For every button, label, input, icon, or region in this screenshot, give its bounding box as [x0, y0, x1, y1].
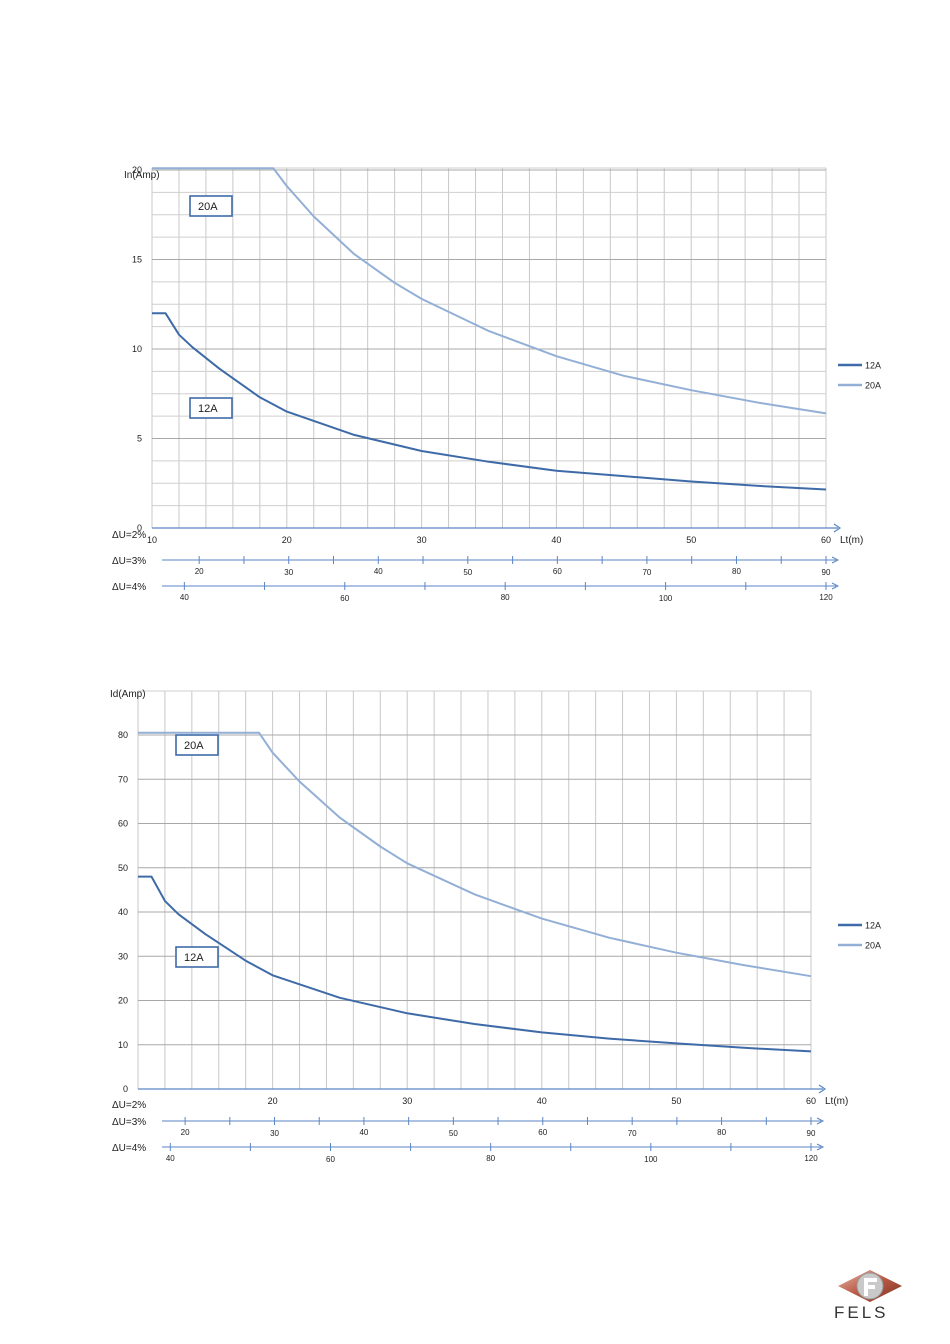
- delta-u-label: ΔU=4%: [112, 1143, 146, 1154]
- x-tick-label: 40: [551, 535, 561, 545]
- y-tick-label: 30: [118, 951, 128, 961]
- y-tick-label: 0: [137, 523, 142, 533]
- y-tick-label: 60: [118, 819, 128, 829]
- x-tick-label: 60: [821, 535, 831, 545]
- delta-u-tick-label: 120: [819, 593, 833, 602]
- delta-u-tick-label: 60: [553, 567, 562, 576]
- delta-u-tick-label: 30: [270, 1129, 279, 1138]
- x-axis-label: Lt(m): [825, 1096, 848, 1107]
- y-tick-label: 10: [118, 1040, 128, 1050]
- legend-label-12a: 12A: [865, 921, 881, 931]
- series-box-12a: [175, 946, 219, 968]
- series-box-20a: [175, 734, 219, 756]
- delta-u-label: ΔU=4%: [112, 582, 146, 593]
- delta-u-axis-arrow: [816, 1117, 825, 1125]
- delta-u-tick-label: 30: [284, 568, 293, 577]
- series-box-label-20a: 20A: [184, 740, 204, 752]
- y-tick-label: 0: [123, 1084, 128, 1094]
- series-box-label-12a: 12A: [198, 403, 218, 415]
- delta-u-tick-label: 90: [822, 568, 831, 577]
- y-tick-label: 10: [132, 344, 142, 354]
- x-tick-label: 40: [537, 1096, 547, 1106]
- y-tick-label: 50: [118, 863, 128, 873]
- delta-u-tick-label: 20: [181, 1128, 190, 1137]
- series-box-label-12a: 12A: [184, 952, 204, 964]
- series-line-20a: [138, 731, 812, 978]
- delta-u-tick-label: 40: [180, 593, 189, 602]
- y-tick-label: 40: [118, 907, 128, 917]
- legend-label-20a: 20A: [865, 381, 881, 391]
- delta-u-tick-label: 70: [628, 1129, 637, 1138]
- delta-u-tick-label: 60: [340, 594, 349, 603]
- chart-id-amp: Id(Amp) 0 10 20 30 40 50 60 70 80 20 30 40 50 60 Lt(m) Δ…: [110, 689, 881, 1164]
- delta-u-tick-label: 80: [486, 1154, 495, 1163]
- y-axis-label: Id(Amp): [110, 689, 146, 700]
- legend-label-20a: 20A: [865, 941, 881, 951]
- x-tick-label: 50: [671, 1096, 681, 1106]
- x-tick-label: 20: [282, 535, 292, 545]
- legend-label-12a: 12A: [865, 361, 881, 371]
- delta-u-tick-label: 60: [326, 1155, 335, 1164]
- y-tick-label: 15: [132, 255, 142, 265]
- delta-u-tick-label: 20: [195, 567, 204, 576]
- delta-u-tick-label: 60: [538, 1128, 547, 1137]
- x-tick-label: 60: [806, 1096, 816, 1106]
- delta-u-tick-label: 40: [359, 1128, 368, 1137]
- delta-u-label: ΔU=2%: [112, 1100, 146, 1111]
- delta-u-tick-label: 80: [732, 567, 741, 576]
- series-line-12a: [138, 875, 812, 1053]
- y-tick-label: 20: [118, 996, 128, 1006]
- delta-u-tick-label: 70: [642, 568, 651, 577]
- delta-u-tick-label: 40: [166, 1154, 175, 1163]
- delta-u-tick-label: 50: [449, 1129, 458, 1138]
- delta-u-axis-arrow: [831, 582, 840, 590]
- delta-u-tick-label: 90: [807, 1129, 816, 1138]
- chart-in-amp: In(Amp) 0 5 10 15 20 10 20 30 40 50 60 Lt(m) ΔU=2% ΔU=…: [112, 165, 881, 603]
- delta-u-label: ΔU=3%: [112, 556, 146, 567]
- x-tick-label: 20: [268, 1096, 278, 1106]
- x-tick-label: 10: [147, 535, 157, 545]
- delta-u-axis-arrow: [816, 1143, 825, 1151]
- delta-u-tick-label: 80: [717, 1128, 726, 1137]
- x-axis-label: Lt(m): [840, 535, 863, 546]
- y-tick-label: 5: [137, 434, 142, 444]
- delta-u-label: ΔU=3%: [112, 1117, 146, 1128]
- series-line-20a: [152, 167, 827, 415]
- fels-logo-text: FELS: [834, 1303, 889, 1322]
- delta-u-tick-label: 40: [374, 567, 383, 576]
- delta-u-tick-label: 120: [804, 1154, 818, 1163]
- x-tick-label: 30: [402, 1096, 412, 1106]
- delta-u-label: ΔU=2%: [112, 530, 146, 541]
- delta-u-tick-label: 100: [659, 594, 673, 603]
- delta-u-tick-label: 100: [644, 1155, 658, 1164]
- fels-logo: [838, 1270, 902, 1302]
- series-box-label-20a: 20A: [198, 201, 218, 213]
- y-tick-label: 70: [118, 774, 128, 784]
- x-tick-label: 30: [417, 535, 427, 545]
- delta-u-tick-label: 50: [463, 568, 472, 577]
- series-box-12a: [189, 397, 233, 419]
- delta-u-axis-arrow: [831, 556, 840, 564]
- y-axis-label: In(Amp): [124, 170, 160, 181]
- y-tick-label: 20: [132, 165, 142, 175]
- series-line-12a: [152, 312, 827, 491]
- delta-u-tick-label: 80: [501, 593, 510, 602]
- x-tick-label: 50: [686, 535, 696, 545]
- y-tick-label: 80: [118, 730, 128, 740]
- x-axis-arrow: [833, 523, 842, 533]
- x-axis-arrow: [818, 1084, 827, 1094]
- series-box-20a: [189, 195, 233, 217]
